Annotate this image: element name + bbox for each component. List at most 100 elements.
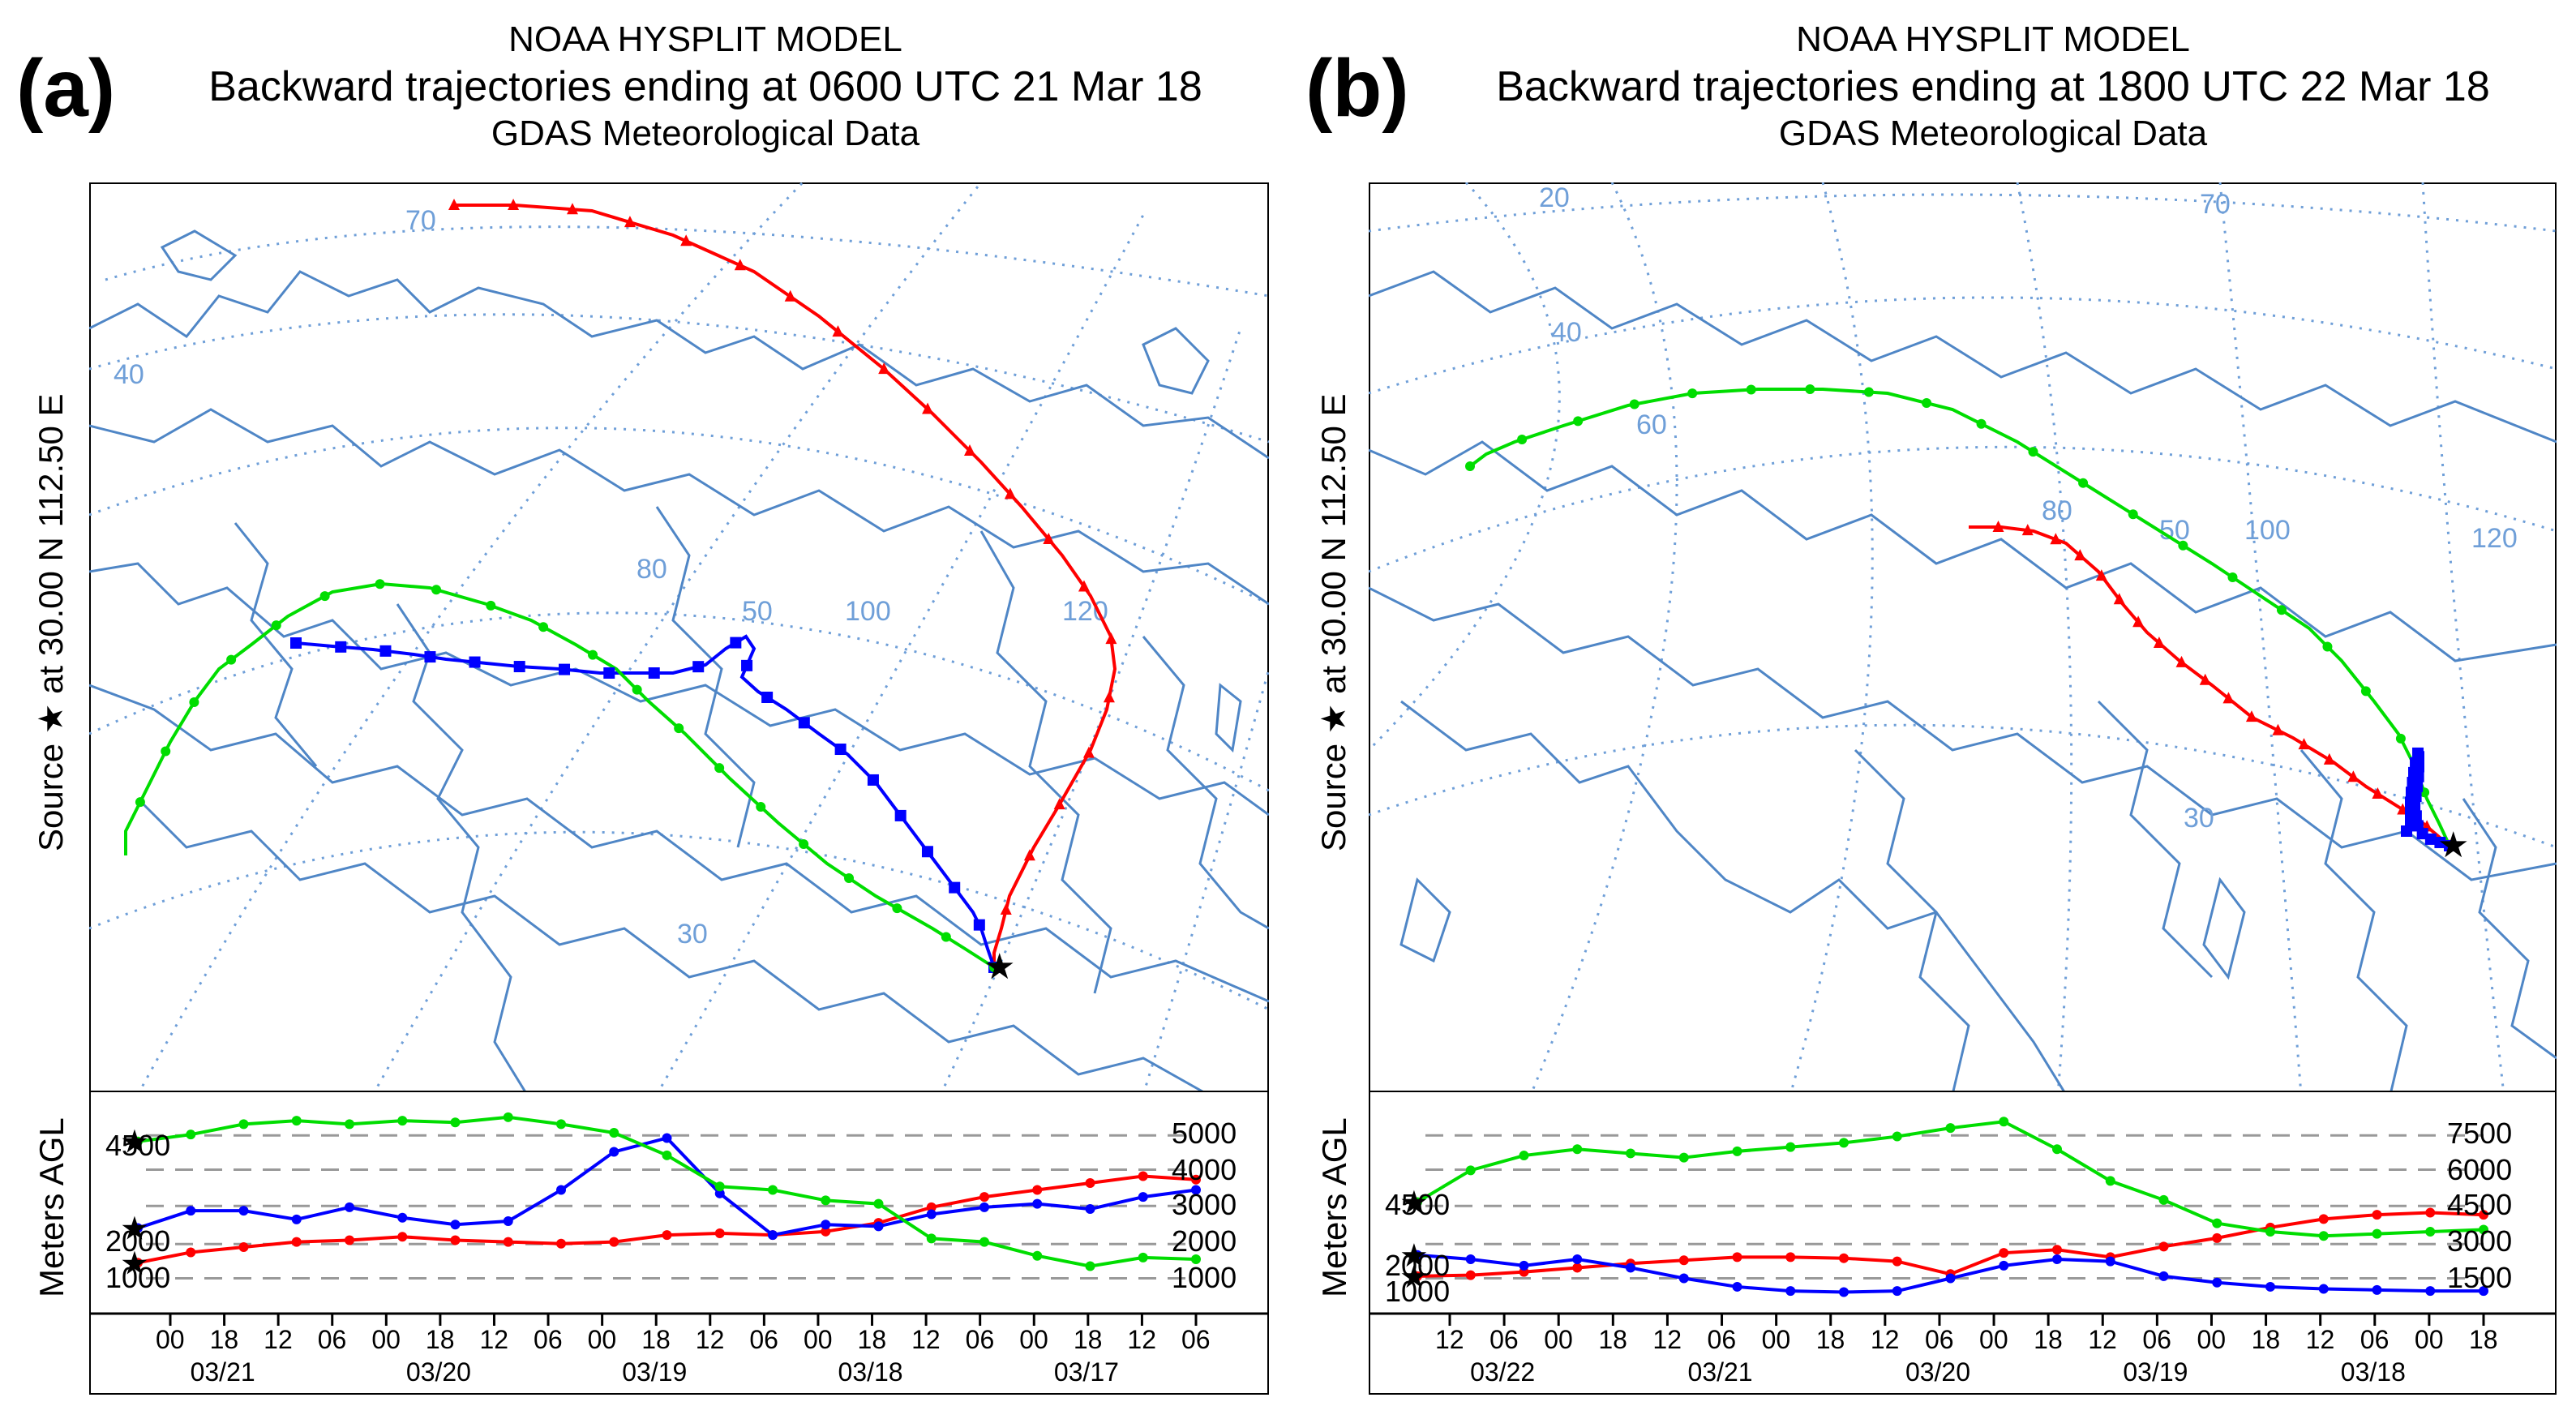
trajectory-marker — [508, 199, 520, 210]
data-point — [450, 1220, 461, 1230]
trajectory-marker — [632, 684, 642, 695]
data-point — [979, 1192, 989, 1203]
lat-label: 40 — [1551, 317, 1582, 348]
hour-tick-label: 18 — [2469, 1325, 2498, 1354]
data-point — [1999, 1248, 2009, 1258]
trajectory-marker — [2444, 840, 2455, 851]
trajectory-marker — [2434, 836, 2446, 848]
right-tick: 4500 — [2447, 1188, 2513, 1221]
hour-tick-label: 06 — [2142, 1325, 2171, 1354]
data-point — [2372, 1284, 2382, 1295]
trajectory-marker — [2360, 686, 2371, 697]
data-point — [979, 1202, 989, 1212]
trajectory-marker — [2410, 757, 2422, 769]
hour-tick-label: 06 — [749, 1325, 778, 1354]
trajectory-marker — [2401, 825, 2412, 837]
data-point — [662, 1150, 672, 1160]
trajectory-marker — [271, 620, 281, 631]
hour-tick-label: 18 — [641, 1325, 671, 1354]
profile-gridlines — [1425, 1134, 2484, 1280]
trajectory-marker — [921, 846, 933, 858]
trajectory-marker — [2222, 692, 2235, 704]
data-point — [926, 1209, 937, 1220]
trajectory-marker — [2132, 615, 2145, 628]
trajectory-marker — [1082, 746, 1095, 758]
height-profile-chart: ★★★ 00 18 12 06 00 18 12 06 00 18 12 06 00 18 12 06 00 18… — [89, 1091, 1269, 1395]
right-tick: 5000 — [1172, 1117, 1237, 1150]
hour-tick-label: 00 — [156, 1325, 185, 1354]
data-point — [1785, 1142, 1796, 1152]
data-point — [1839, 1287, 1849, 1297]
trajectories — [124, 204, 1117, 969]
green-trajectory — [124, 581, 996, 969]
right-tick: 1500 — [2447, 1261, 2513, 1294]
lon-label: 80 — [2042, 495, 2072, 526]
date-tick-label: 03/22 — [1470, 1357, 1535, 1387]
trajectory-marker — [2405, 806, 2416, 818]
hour-tick-label: 12 — [1871, 1325, 1900, 1354]
trajectory-marker — [2175, 655, 2188, 667]
right-tick: 6000 — [2447, 1153, 2513, 1186]
hour-tick-label: 18 — [1074, 1325, 1103, 1354]
left-tick: 4500 — [1385, 1188, 1451, 1221]
data-point — [291, 1237, 302, 1247]
trajectory-marker — [2272, 723, 2284, 735]
data-point — [345, 1119, 354, 1130]
data-point — [1572, 1254, 1583, 1264]
panel-b: (b) NOAA HYSPLIT MODEL Backward trajecto… — [1288, 0, 2576, 1419]
hour-tick-label: 00 — [804, 1325, 833, 1354]
hour-tick-label: 18 — [2034, 1325, 2063, 1354]
data-point — [186, 1130, 196, 1140]
trajectory-subtitle: Backward trajectories ending at 1800 UTC… — [1496, 63, 2490, 110]
data-point — [1519, 1151, 1529, 1161]
time-ticks: 00 18 12 06 00 18 12 06 00 18 12 06 00 18 12 06 00 18 12 06… — [156, 1314, 1211, 1387]
data-point — [609, 1147, 619, 1157]
trajectory-marker — [538, 622, 549, 632]
data-point — [238, 1119, 249, 1130]
data-point — [1945, 1273, 1956, 1284]
data-point — [821, 1220, 831, 1230]
profile-series: ★★★ — [120, 1112, 1201, 1281]
trajectory-marker — [963, 444, 975, 456]
data-point — [1138, 1171, 1148, 1181]
data-point — [397, 1212, 408, 1223]
data-point — [2425, 1286, 2436, 1297]
trajectory-marker — [1992, 521, 2004, 532]
data-point — [1678, 1152, 1689, 1163]
data-point — [450, 1235, 461, 1245]
time-ticks: 12 06 00 18 12 06 00 18 12 06 00 18 12 06 00 18 12 06 00 18… — [1435, 1314, 2498, 1387]
trajectory-marker — [1805, 384, 1815, 394]
data-point — [345, 1235, 354, 1245]
trajectory-marker — [2050, 533, 2062, 545]
trajectory-marker — [319, 591, 330, 602]
model-title: NOAA HYSPLIT MODEL — [1796, 19, 2190, 59]
left-tick: 2000 — [105, 1224, 171, 1258]
trajectory-marker — [2405, 816, 2416, 828]
trajectory-marker — [2021, 524, 2034, 536]
trajectory-marker — [2405, 787, 2417, 799]
data-point — [714, 1188, 725, 1198]
hour-tick-label: 00 — [2197, 1325, 2226, 1354]
data-point — [503, 1112, 513, 1122]
trajectory-marker — [1629, 399, 1639, 409]
trajectory-marker — [2128, 509, 2138, 520]
data-point — [1138, 1192, 1148, 1203]
data-point — [714, 1228, 725, 1238]
trajectory-marker — [1863, 387, 1874, 397]
lat-label: 30 — [2184, 803, 2214, 834]
data-point — [714, 1181, 725, 1192]
trajectory-marker — [1746, 384, 1756, 395]
trajectory-marker — [2095, 569, 2107, 581]
trajectory-marker — [949, 881, 961, 894]
hour-tick-label: 06 — [1489, 1325, 1519, 1354]
data-point — [291, 1116, 302, 1126]
data-point — [1626, 1263, 1635, 1273]
data-point — [1412, 1271, 1422, 1281]
height-profile-chart: ★★★ 12 06 00 18 12 06 00 18 12 06 00 18 12 06 00 18 12 06… — [1369, 1091, 2557, 1395]
start-star-icon: ★ — [1399, 1238, 1429, 1274]
trajectory-marker — [2395, 733, 2406, 744]
data-point — [133, 1136, 143, 1147]
trajectory-marker — [714, 763, 725, 774]
data-point — [662, 1230, 672, 1241]
data-point — [1085, 1178, 1095, 1188]
